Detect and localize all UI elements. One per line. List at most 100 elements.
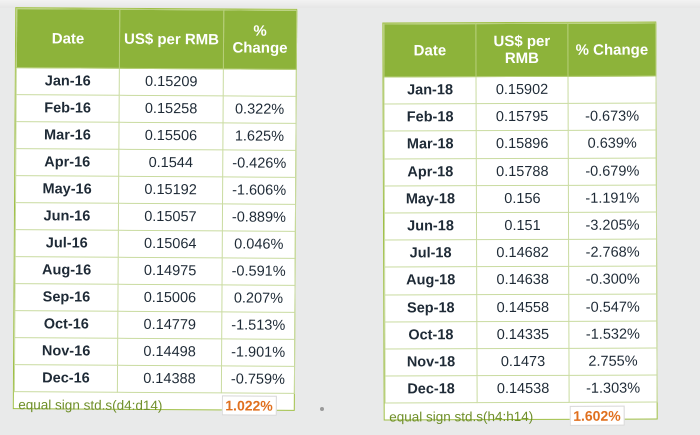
cell-usd-per-rmb[interactable]: 0.15795 (476, 103, 569, 132)
cell-date[interactable]: Jul-16 (15, 229, 119, 258)
header-usd-per-rmb[interactable]: US$ per RMB (475, 23, 568, 77)
std-dev-result-cell[interactable]: 1.602% (569, 402, 657, 429)
cell-percent-change[interactable]: -0.759% (221, 365, 295, 394)
cell-usd-per-rmb[interactable]: 0.14638 (476, 266, 569, 295)
cell-date[interactable]: Mar-16 (15, 121, 120, 150)
header-percent-change[interactable]: % Change (567, 23, 656, 77)
header-date[interactable]: Date (16, 8, 120, 69)
cell-usd-per-rmb[interactable]: 0.14975 (118, 257, 223, 285)
std-dev-formula-label[interactable]: equal sign std.s(d4:d14) (18, 396, 163, 413)
cell-date[interactable]: Jan-16 (16, 67, 120, 96)
exchange-rate-table-2018: Date US$ per RMB % Change Jan-18 0.15902 F… (383, 23, 658, 430)
cell-date[interactable]: Sep-16 (14, 283, 119, 312)
cell-date[interactable]: Dec-18 (385, 375, 478, 404)
std-dev-formula-label[interactable]: equal sign std.s(h4:h14) (389, 408, 534, 425)
table-row: Jan-18 0.15902 (383, 76, 657, 105)
table-row: Dec-18 0.14538 -1.303% (385, 375, 658, 404)
table-row: Aug-18 0.14638 -0.300% (384, 266, 657, 295)
std-dev-result-cell[interactable]: 1.022% (221, 393, 294, 418)
table-row: May-18 0.156 -1.191% (384, 184, 657, 213)
cell-usd-per-rmb[interactable]: 0.14779 (117, 311, 222, 339)
cell-date[interactable]: Jul-18 (384, 239, 477, 268)
cell-usd-per-rmb[interactable]: 0.14538 (477, 375, 570, 403)
cell-usd-per-rmb[interactable]: 0.15902 (475, 76, 569, 104)
cell-percent-change[interactable]: 0.322% (223, 95, 297, 124)
table-row: Jul-16 0.15064 0.046% (15, 229, 296, 259)
cell-date[interactable]: Nov-18 (384, 348, 478, 377)
cell-date[interactable]: Nov-16 (14, 337, 118, 366)
cell-date[interactable]: Mar-18 (384, 131, 477, 159)
cell-usd-per-rmb[interactable]: 0.15192 (118, 176, 223, 204)
table-row: May-16 0.15192 -1.606% (15, 175, 296, 205)
cell-percent-change[interactable]: 2.755% (568, 347, 658, 376)
cell-percent-change[interactable]: 1.625% (222, 122, 297, 151)
cell-percent-change[interactable]: -0.300% (568, 266, 657, 294)
cell-date[interactable]: Dec-16 (14, 364, 118, 393)
cell-usd-per-rmb[interactable]: 0.14388 (117, 365, 222, 393)
cell-date[interactable]: Sep-18 (384, 294, 477, 322)
cell-percent-change[interactable]: -2.768% (568, 239, 657, 267)
cell-date[interactable]: Oct-16 (14, 310, 118, 339)
cell-percent-change[interactable]: -0.547% (568, 293, 657, 322)
cell-percent-change[interactable] (567, 76, 657, 104)
exchange-rate-table-2016: Date US$ per RMB % Change Jan-16 0.15209 F… (14, 8, 297, 418)
cell-percent-change[interactable]: -1.191% (568, 184, 657, 213)
cell-date[interactable]: Jun-16 (15, 202, 119, 231)
header-percent-change[interactable]: % Change (223, 9, 297, 70)
cell-percent-change[interactable]: 0.639% (568, 130, 657, 158)
cell-date[interactable]: Feb-16 (16, 94, 120, 123)
cell-usd-per-rmb[interactable]: 0.1473 (476, 348, 570, 376)
cell-percent-change[interactable]: -3.205% (568, 211, 657, 240)
table-row: Feb-18 0.15795 -0.673% (384, 103, 657, 132)
cell-percent-change[interactable]: -0.679% (568, 157, 657, 186)
table-row: Sep-18 0.14558 -0.547% (384, 293, 657, 322)
cell-usd-per-rmb[interactable]: 0.156 (476, 185, 569, 213)
cell-usd-per-rmb[interactable]: 0.14558 (476, 293, 569, 322)
cell-percent-change[interactable]: -1.606% (222, 176, 296, 205)
cell-date[interactable]: Apr-18 (384, 158, 477, 186)
cell-date[interactable]: May-16 (15, 175, 119, 204)
cell-usd-per-rmb[interactable]: 0.15788 (476, 157, 569, 186)
cell-date[interactable]: Jan-18 (383, 76, 477, 105)
table-row: Nov-16 0.14498 -1.901% (14, 337, 295, 367)
cell-percent-change[interactable]: -0.673% (568, 103, 657, 131)
cell-percent-change[interactable]: -1.513% (221, 311, 295, 340)
cell-date[interactable]: Aug-16 (15, 256, 119, 285)
cell-percent-change[interactable]: -0.426% (222, 149, 296, 178)
cell-date[interactable]: Oct-18 (384, 321, 477, 349)
footer-row: equal sign std.s(h4:h14) 1.602% (385, 402, 657, 430)
cell-usd-per-rmb[interactable]: 0.14335 (476, 321, 569, 349)
cell-usd-per-rmb[interactable]: 0.14682 (476, 239, 569, 267)
cell-date[interactable]: Feb-18 (384, 103, 477, 132)
cell-usd-per-rmb[interactable]: 0.151 (476, 212, 569, 240)
cell-usd-per-rmb[interactable]: 0.15006 (117, 284, 223, 312)
cell-percent-change[interactable]: -1.532% (568, 320, 657, 349)
table-row: Aug-16 0.14975 -0.591% (15, 256, 296, 286)
cell-date[interactable]: Jun-18 (384, 212, 477, 241)
cell-usd-per-rmb[interactable]: 0.15506 (118, 122, 224, 150)
header-usd-per-rmb[interactable]: US$ per RMB (119, 9, 224, 69)
cell-percent-change[interactable]: -0.591% (222, 257, 296, 286)
cell-percent-change[interactable]: -1.303% (569, 375, 658, 403)
table-row: Jul-18 0.14682 -2.768% (384, 239, 657, 268)
cell-percent-change[interactable]: 0.207% (221, 284, 296, 313)
cell-percent-change[interactable]: 0.046% (222, 230, 296, 259)
cell-usd-per-rmb[interactable]: 0.15064 (118, 230, 223, 258)
cell-percent-change[interactable] (223, 68, 297, 97)
cell-percent-change[interactable]: -0.889% (222, 203, 296, 232)
cell-usd-per-rmb[interactable]: 0.15896 (476, 130, 569, 159)
table-row: Mar-16 0.15506 1.625% (15, 121, 297, 151)
cell-usd-per-rmb[interactable]: 0.14498 (117, 338, 222, 366)
cell-percent-change[interactable]: -1.901% (221, 338, 295, 367)
cell-date[interactable]: Apr-16 (15, 148, 119, 177)
cell-usd-per-rmb[interactable]: 0.15057 (118, 203, 223, 231)
cell-usd-per-rmb[interactable]: 0.1544 (118, 149, 223, 177)
cell-date[interactable]: Aug-18 (384, 266, 477, 295)
table-row: Dec-16 0.14388 -0.759% (14, 364, 295, 394)
cell-usd-per-rmb[interactable]: 0.15258 (119, 95, 224, 123)
header-date[interactable]: Date (383, 23, 476, 77)
cell-date[interactable]: May-18 (384, 185, 477, 213)
std-dev-result-value: 1.602% (569, 405, 625, 427)
cell-usd-per-rmb[interactable]: 0.15209 (119, 68, 224, 96)
table-body-2016: Jan-16 0.15209 Feb-16 0.15258 0.322% Mar-16 0.… (14, 67, 297, 418)
